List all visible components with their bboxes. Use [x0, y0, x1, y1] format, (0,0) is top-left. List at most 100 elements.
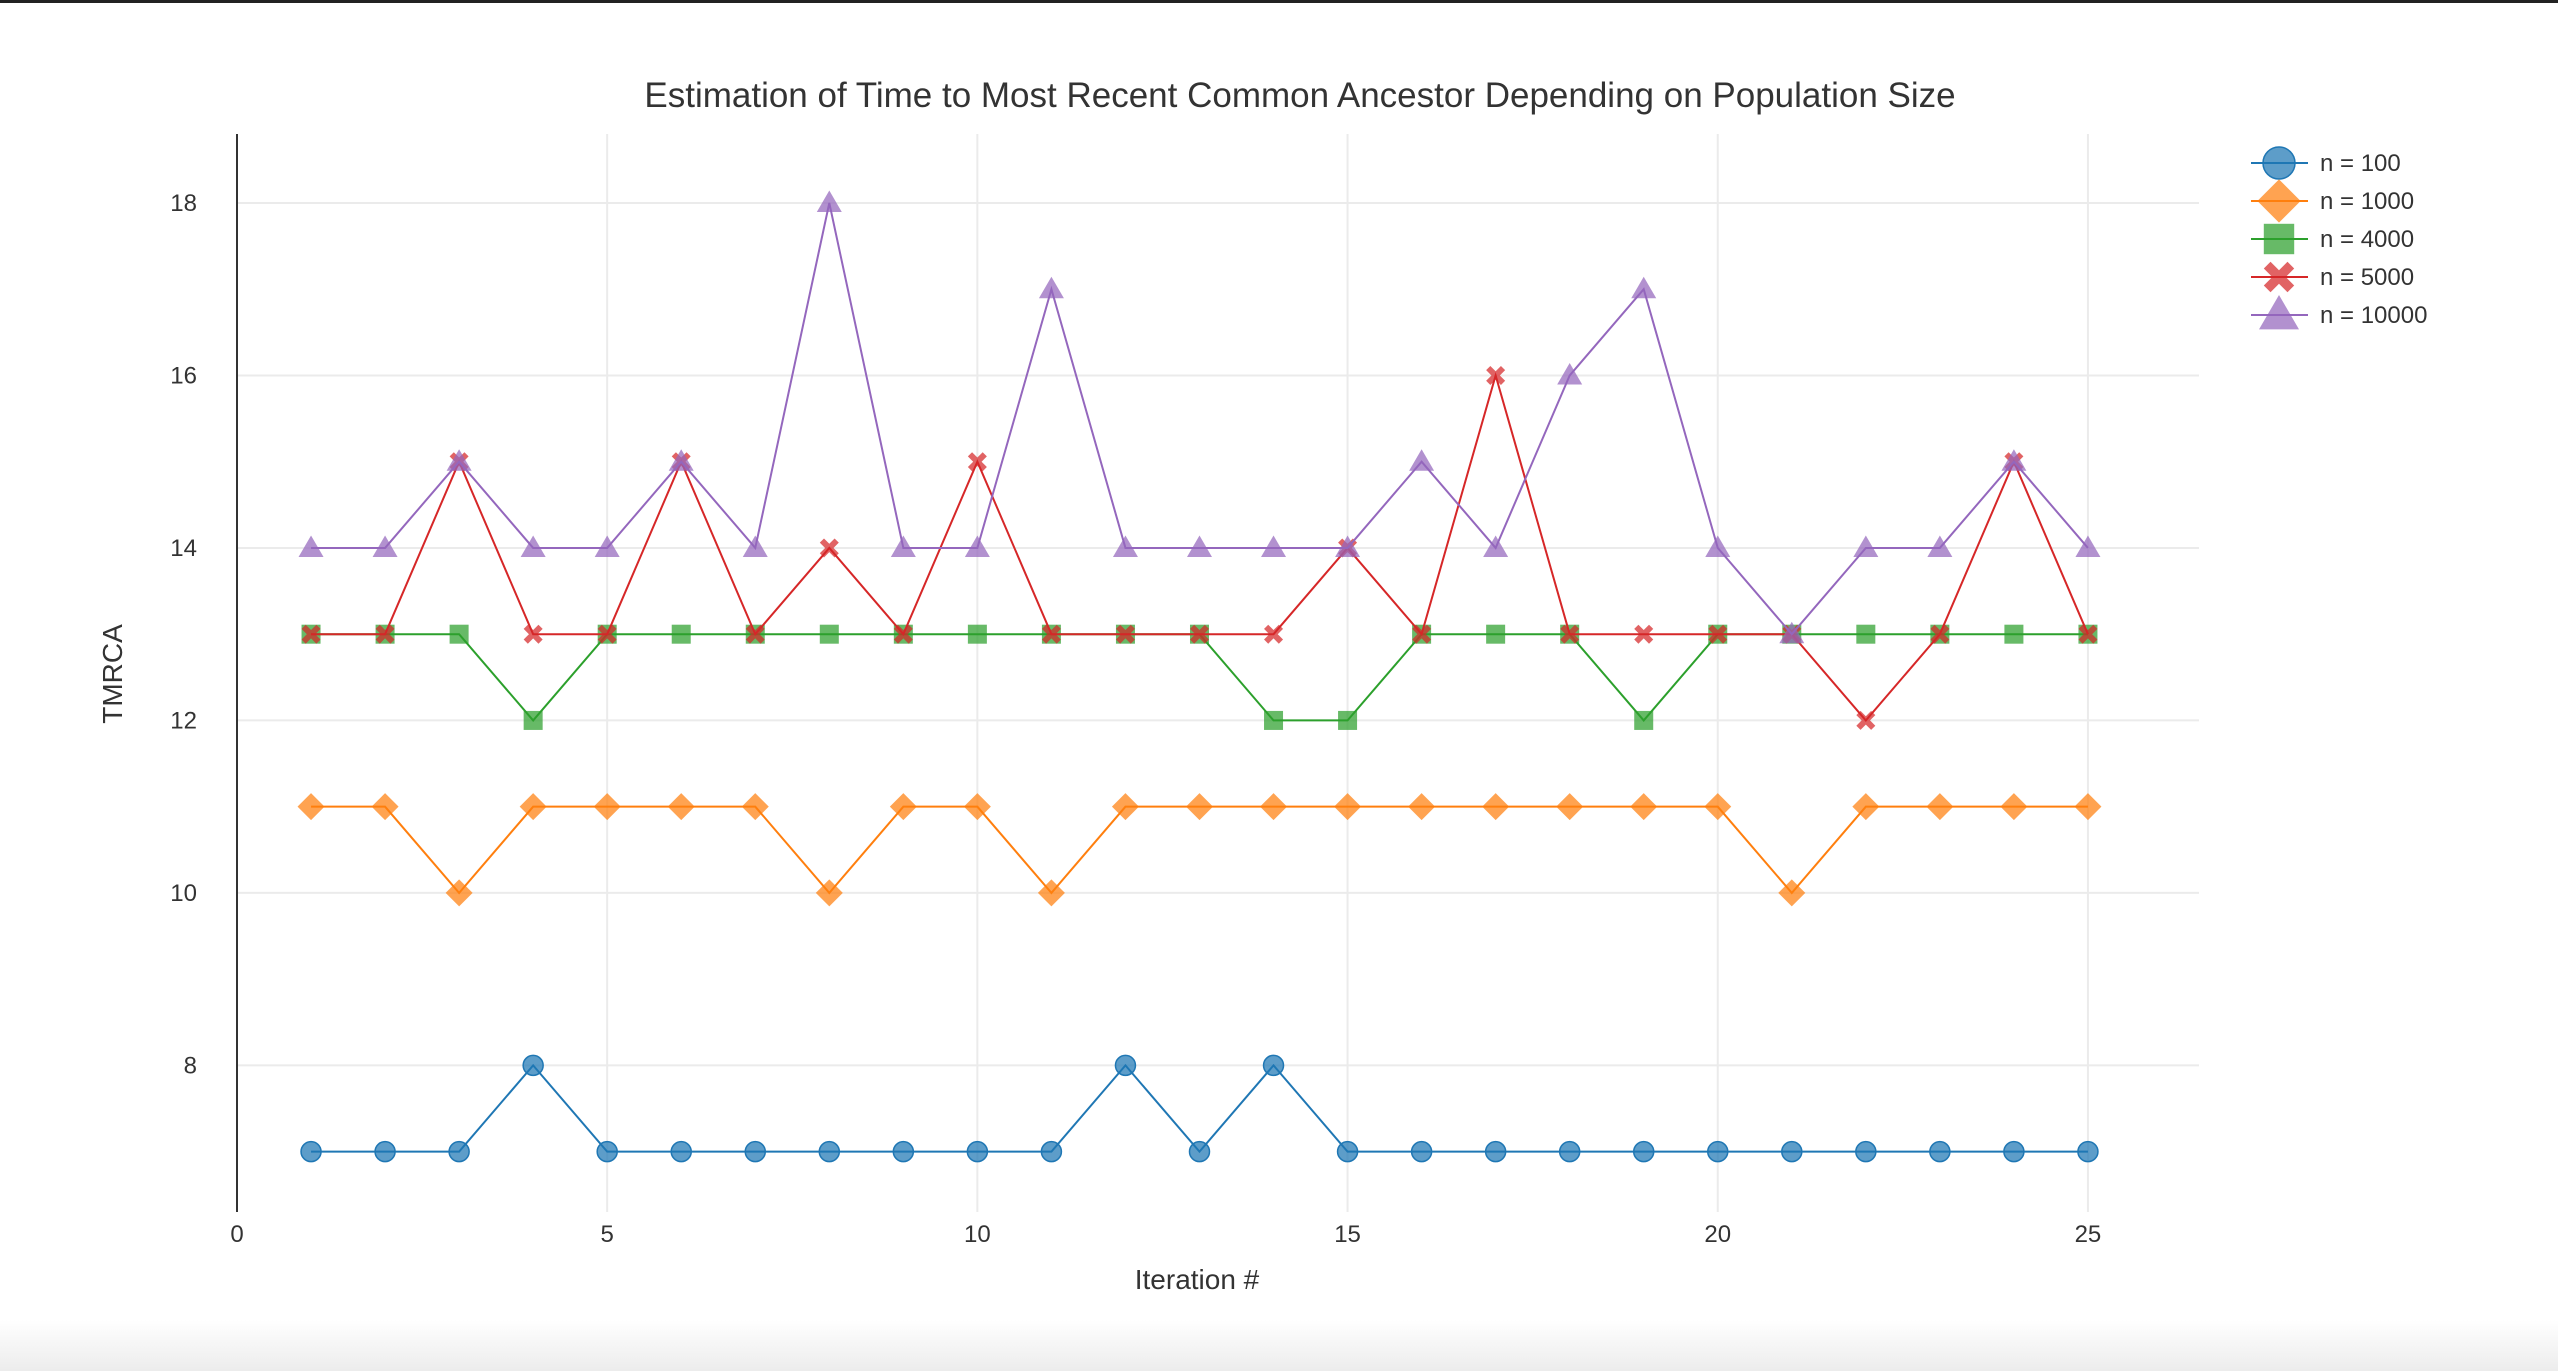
- data-point-n-10000[interactable]: [520, 535, 546, 557]
- data-point-n-10000[interactable]: [1779, 621, 1805, 644]
- data-point-n-100[interactable]: [300, 1140, 322, 1163]
- data-point-n-1000[interactable]: [1408, 793, 1436, 821]
- data-point-n-100[interactable]: [1632, 1140, 1655, 1163]
- data-point-n-100[interactable]: [1410, 1140, 1433, 1163]
- data-point-n-10000[interactable]: [1705, 535, 1731, 557]
- data-point-n-5000[interactable]: [1560, 624, 1580, 644]
- data-point-n-4000[interactable]: [1856, 624, 1876, 644]
- data-point-n-10000[interactable]: [816, 190, 842, 212]
- data-point-n-5000[interactable]: [2078, 624, 2098, 644]
- data-point-n-100[interactable]: [448, 1140, 470, 1163]
- data-point-n-10000[interactable]: [1927, 535, 1953, 557]
- data-point-n-10000[interactable]: [2001, 449, 2027, 471]
- data-point-n-5000[interactable]: [1634, 624, 1654, 644]
- data-point-n-1000[interactable]: [1926, 793, 1954, 821]
- data-point-n-10000[interactable]: [890, 535, 916, 557]
- data-point-n-10000[interactable]: [742, 535, 768, 557]
- data-point-n-5000[interactable]: [893, 624, 913, 644]
- data-point-n-10000[interactable]: [1261, 535, 1287, 557]
- data-point-n-4000[interactable]: [449, 624, 469, 644]
- data-point-n-100[interactable]: [744, 1140, 767, 1163]
- data-point-n-10000[interactable]: [1038, 276, 1064, 299]
- data-point-n-1000[interactable]: [1778, 879, 1806, 907]
- data-point-n-4000[interactable]: [1338, 710, 1358, 730]
- data-point-n-1000[interactable]: [2000, 793, 2028, 821]
- data-point-n-1000[interactable]: [371, 793, 399, 821]
- data-point-n-4000[interactable]: [2004, 624, 2024, 644]
- data-point-n-1000[interactable]: [963, 793, 991, 821]
- data-point-n-100[interactable]: [1188, 1140, 1211, 1163]
- data-point-n-5000[interactable]: [1708, 624, 1728, 644]
- data-point-n-10000[interactable]: [298, 535, 324, 557]
- data-point-n-100[interactable]: [1040, 1140, 1063, 1163]
- data-point-n-1000[interactable]: [889, 793, 917, 821]
- legend-item-n-100[interactable]: n = 100: [2251, 146, 2401, 180]
- legend-item-n-10000[interactable]: n = 10000: [2251, 295, 2427, 330]
- data-point-n-100[interactable]: [1114, 1054, 1137, 1077]
- legend-marker-triangle-up[interactable]: [2259, 295, 2299, 330]
- legend-item-n-5000[interactable]: n = 5000: [2251, 261, 2414, 293]
- data-point-n-100[interactable]: [1262, 1054, 1285, 1077]
- data-point-n-100[interactable]: [670, 1140, 692, 1163]
- data-point-n-4000[interactable]: [1486, 624, 1506, 644]
- data-point-n-5000[interactable]: [1856, 710, 1876, 730]
- data-point-n-100[interactable]: [596, 1140, 618, 1163]
- data-point-n-4000[interactable]: [819, 624, 839, 644]
- data-point-n-5000[interactable]: [1189, 624, 1209, 644]
- data-point-n-1000[interactable]: [445, 879, 473, 907]
- data-point-n-1000[interactable]: [593, 793, 621, 821]
- data-point-n-1000[interactable]: [1111, 793, 1139, 821]
- data-point-n-5000[interactable]: [967, 452, 987, 472]
- data-point-n-10000[interactable]: [372, 535, 398, 557]
- data-point-n-1000[interactable]: [519, 793, 547, 821]
- legend-marker-diamond[interactable]: [2257, 179, 2301, 223]
- data-point-n-100[interactable]: [1781, 1140, 1803, 1163]
- data-point-n-10000[interactable]: [1557, 362, 1583, 385]
- data-point-n-5000[interactable]: [1930, 624, 1950, 644]
- data-point-n-1000[interactable]: [2074, 793, 2102, 821]
- data-point-n-10000[interactable]: [964, 535, 990, 557]
- data-point-n-1000[interactable]: [741, 793, 769, 821]
- data-point-n-100[interactable]: [1558, 1140, 1581, 1163]
- data-point-n-1000[interactable]: [1556, 793, 1584, 821]
- data-point-n-10000[interactable]: [1335, 535, 1361, 557]
- data-point-n-10000[interactable]: [1112, 535, 1138, 557]
- data-point-n-5000[interactable]: [301, 624, 321, 644]
- data-point-n-10000[interactable]: [594, 535, 620, 557]
- data-point-n-1000[interactable]: [1704, 793, 1732, 821]
- data-point-n-100[interactable]: [1929, 1140, 1951, 1163]
- data-point-n-100[interactable]: [2077, 1140, 2099, 1163]
- data-point-n-4000[interactable]: [523, 710, 543, 730]
- data-point-n-100[interactable]: [1336, 1140, 1359, 1163]
- data-point-n-1000[interactable]: [1630, 793, 1658, 821]
- data-point-n-1000[interactable]: [1482, 793, 1510, 821]
- data-point-n-100[interactable]: [966, 1140, 989, 1163]
- data-point-n-5000[interactable]: [1412, 624, 1432, 644]
- data-point-n-100[interactable]: [374, 1140, 396, 1163]
- data-point-n-10000[interactable]: [668, 449, 694, 471]
- data-point-n-5000[interactable]: [745, 624, 765, 644]
- data-point-n-10000[interactable]: [1483, 535, 1509, 557]
- data-point-n-1000[interactable]: [1185, 793, 1213, 821]
- data-point-n-100[interactable]: [522, 1054, 544, 1077]
- data-point-n-1000[interactable]: [1037, 879, 1065, 907]
- data-point-n-5000[interactable]: [819, 538, 839, 558]
- data-point-n-5000[interactable]: [1264, 624, 1284, 644]
- data-point-n-1000[interactable]: [1852, 793, 1880, 821]
- data-point-n-5000[interactable]: [375, 624, 395, 644]
- data-point-n-1000[interactable]: [815, 879, 843, 907]
- legend-item-n-4000[interactable]: n = 4000: [2251, 223, 2414, 255]
- data-point-n-5000[interactable]: [1486, 365, 1506, 385]
- data-point-n-10000[interactable]: [1631, 276, 1657, 299]
- legend-marker-circle[interactable]: [2262, 146, 2296, 180]
- legend-marker-square[interactable]: [2263, 223, 2295, 255]
- data-point-n-10000[interactable]: [1409, 449, 1435, 471]
- data-point-n-4000[interactable]: [967, 624, 987, 644]
- data-point-n-1000[interactable]: [1260, 793, 1288, 821]
- data-point-n-5000[interactable]: [523, 624, 543, 644]
- data-point-n-4000[interactable]: [1264, 710, 1284, 730]
- data-point-n-5000[interactable]: [597, 624, 617, 644]
- data-point-n-10000[interactable]: [1853, 535, 1879, 557]
- data-point-n-4000[interactable]: [671, 624, 691, 644]
